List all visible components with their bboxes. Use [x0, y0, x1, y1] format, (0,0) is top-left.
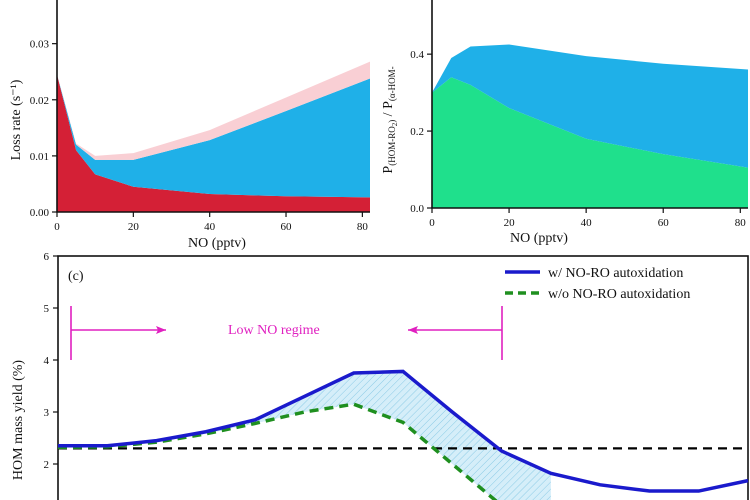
y-tick-label: 0.01 [30, 151, 49, 163]
panel-b-xlabel: NO (pptv) [510, 231, 568, 246]
panel-a-ylabel: Loss rate (s⁻¹) [9, 79, 24, 160]
y-tick-label: 0.4 [410, 49, 424, 61]
legend: w/ NO-RO autoxidation w/o NO-RO autoxida… [505, 266, 690, 302]
area-blue [57, 74, 370, 198]
panel-c-ylabel: HOM mass yield (%) [11, 360, 26, 480]
difference-hatched-area [58, 371, 551, 500]
panel-c-hom-yield: 2 3 4 5 6 (c) HOM mass yield (%) w/ NO-RO au… [11, 251, 749, 500]
legend-label-with: w/ NO-RO autoxidation [548, 266, 683, 281]
x-tick-label: 0 [429, 217, 435, 229]
x-tick-label: 80 [735, 217, 747, 229]
x-tick-label: 0 [54, 221, 60, 233]
series-with-no-ro [58, 369, 749, 493]
x-tick-label: 80 [357, 221, 369, 233]
regime-label: Low NO regime [228, 323, 320, 338]
x-tick-label: 60 [658, 217, 670, 229]
y-tick-label: 0.00 [30, 207, 50, 219]
right-arrowhead-icon [156, 326, 166, 334]
y-tick-label: 0.2 [410, 126, 424, 138]
y-tick-label: 6 [44, 251, 50, 263]
y-tick-label: 5 [44, 303, 50, 315]
x-tick-label: 20 [128, 221, 140, 233]
area-green [432, 77, 748, 208]
panel-a-loss-rate: 0 20 40 60 80 0.00 0.01 0.02 0.03 NO (pptv) Loss… [9, 0, 370, 251]
left-arrowhead-icon [408, 326, 418, 334]
y-tick-label: 4 [44, 355, 50, 367]
low-no-regime-annotation: Low NO regime [70, 306, 503, 360]
y-tick-label: 2 [44, 459, 50, 471]
x-tick-label: 60 [281, 221, 293, 233]
x-tick-label: 20 [504, 217, 516, 229]
panel-c-frame [57, 255, 749, 500]
panel-c-label: (c) [68, 269, 84, 284]
y-tick-label: 0.02 [30, 95, 49, 107]
x-tick-label: 40 [581, 217, 593, 229]
area-blue [432, 44, 748, 168]
y-tick-label: 0.03 [30, 39, 50, 51]
panel-b-ylabel: P(HOM-RO2) / P(α-HOM- [381, 66, 399, 173]
y-tick-label: 0.0 [410, 203, 424, 215]
area-red [57, 74, 370, 213]
legend-label-without: w/o NO-RO autoxidation [548, 287, 690, 302]
panel-a-xlabel: NO (pptv) [188, 236, 246, 251]
y-tick-label: 3 [44, 407, 50, 419]
x-tick-label: 40 [204, 221, 216, 233]
panel-b-production-ratio: 0 20 40 60 80 0.0 0.2 0.4 NO (pptv) P(HOM-RO2) … [381, 0, 748, 246]
